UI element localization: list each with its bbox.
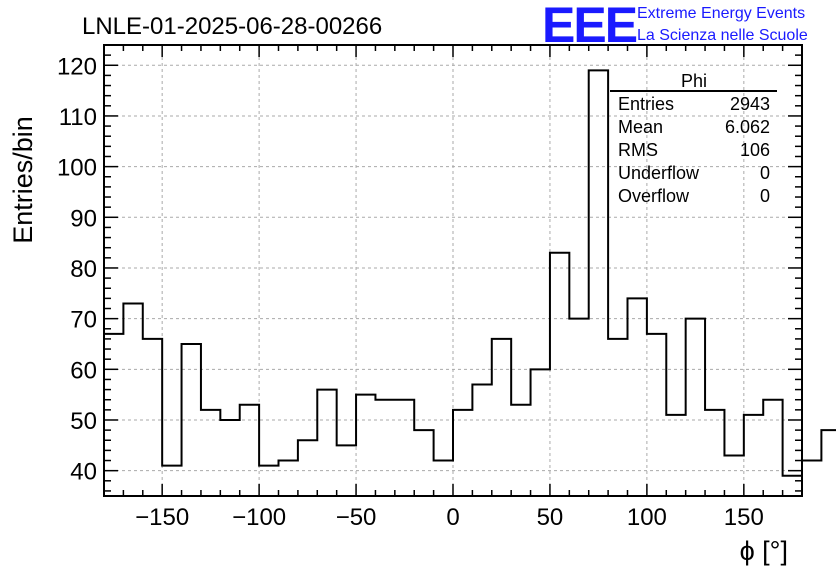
y-tick-label: 40	[70, 459, 97, 486]
y-tick-label: 70	[70, 307, 97, 334]
histogram-bin	[104, 334, 123, 496]
y-tick-label: 60	[70, 357, 97, 384]
grid-lines	[104, 45, 802, 496]
histogram-bin	[589, 70, 608, 496]
x-tick-label: 50	[537, 504, 564, 531]
chart-title: LNLE-01-2025-06-28-00266	[82, 13, 382, 40]
x-tick-label: 150	[724, 504, 764, 531]
x-tick-label: −100	[232, 504, 286, 531]
histogram-bin	[666, 415, 685, 496]
histogram-bin	[802, 461, 821, 496]
stats-label: Entries	[618, 94, 674, 114]
histogram-bin	[143, 339, 162, 496]
stats-value: 0	[760, 186, 770, 206]
histogram-bin	[511, 405, 530, 496]
histogram-bin	[259, 466, 278, 496]
histogram-bin	[220, 420, 239, 496]
histogram-bin	[123, 303, 142, 496]
stats-label: Overflow	[618, 186, 690, 206]
histogram-bin	[298, 440, 317, 496]
y-tick-label: 110	[59, 104, 97, 131]
histogram-bin	[201, 410, 220, 496]
stats-label: Mean	[618, 117, 663, 137]
logo-line-2: La Scienza nelle Scuole	[637, 27, 808, 44]
histogram-bin	[162, 466, 181, 496]
histogram-bin	[356, 395, 375, 496]
stats-value: 106	[740, 140, 770, 160]
axis-tick-labels: −150 −100 −50 0 50 100 150 40 50 60 70 80 90 100 110 12…	[57, 53, 764, 531]
histogram-bin	[531, 369, 550, 496]
histogram-bin	[821, 430, 836, 496]
histogram-bin	[453, 410, 472, 496]
x-tick-label: 0	[446, 504, 459, 531]
axis-ticks	[104, 44, 802, 496]
histogram-bin	[395, 400, 414, 496]
x-tick-label: −50	[336, 504, 377, 531]
eee-logo: EEE Extreme Energy Events La Scienza nel…	[542, 0, 808, 53]
y-tick-label: 80	[70, 256, 97, 283]
histogram-series-outline	[104, 69, 836, 477]
histogram-bin	[317, 390, 336, 496]
histogram-bin	[628, 298, 647, 496]
histogram-bin	[705, 410, 724, 496]
y-axis-title: Entries/bin	[8, 116, 38, 244]
histogram-bin	[434, 461, 453, 496]
histogram-bin	[686, 319, 705, 496]
stats-value: 6.062	[725, 117, 770, 137]
y-tick-label: 100	[57, 155, 97, 182]
x-tick-label: 100	[627, 504, 667, 531]
x-axis-title: ϕ [°]	[740, 536, 788, 566]
logo-line-1: Extreme Energy Events	[637, 5, 805, 22]
stats-label: RMS	[618, 140, 658, 160]
histogram-bin	[240, 405, 259, 496]
histogram-bin	[763, 400, 782, 496]
histogram-bin	[783, 476, 802, 496]
histogram-bin	[472, 385, 491, 496]
stats-value: 2943	[730, 94, 770, 114]
histogram-bin	[414, 430, 433, 496]
histogram-bin	[375, 400, 394, 496]
histogram-bin	[744, 415, 763, 496]
histogram-bin	[724, 455, 743, 496]
stats-box: Phi Entries 2943 Mean 6.062 RMS 106 Underflow 0…	[610, 71, 777, 206]
stats-label: Underflow	[618, 163, 700, 183]
histogram-bin	[492, 339, 511, 496]
stats-title: Phi	[681, 71, 707, 91]
histogram-bin	[608, 339, 627, 496]
y-tick-label: 90	[70, 205, 97, 232]
x-tick-label: −150	[135, 504, 189, 531]
stats-rows: Entries 2943 Mean 6.062 RMS 106 Underflow 0 Over…	[618, 94, 770, 206]
histogram-bin	[550, 253, 569, 496]
y-tick-label: 120	[57, 53, 97, 80]
histogram-bin	[569, 319, 588, 496]
stats-value: 0	[760, 163, 770, 183]
y-tick-label: 50	[70, 408, 97, 435]
histogram-bin	[647, 334, 666, 496]
histogram-bin	[279, 461, 298, 496]
